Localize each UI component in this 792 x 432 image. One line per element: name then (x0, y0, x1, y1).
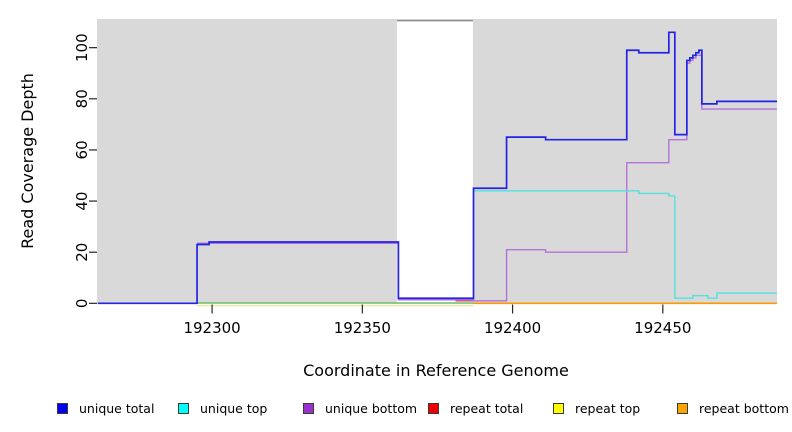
legend-label: unique total (79, 400, 155, 416)
x-tick-label: 192300 (183, 319, 240, 337)
legend-swatch-icon (178, 402, 189, 414)
legend-swatch-icon (677, 402, 688, 414)
y-axis-title: Read Coverage Depth (18, 73, 37, 249)
legend-item-unique-top: unique top (178, 398, 267, 418)
legend-item-unique-total: unique total (57, 398, 154, 418)
legend-label: unique top (200, 400, 268, 416)
x-tick-label: 192450 (634, 319, 691, 337)
legend-swatch-icon (303, 402, 314, 414)
x-tick-label: 192350 (334, 319, 391, 337)
x-tick-label: 192400 (484, 319, 541, 337)
legend-item-repeat-bottom: repeat bottom (677, 398, 789, 418)
plot-background-group (97, 19, 777, 304)
legend-label: repeat bottom (699, 400, 789, 416)
y-tick-label: 20 (73, 243, 91, 262)
legend-item-repeat-total: repeat total (428, 398, 523, 418)
legend-swatch-icon (553, 402, 564, 414)
legend-item-repeat-top: repeat top (553, 398, 640, 418)
series-group (97, 31, 777, 307)
series-unique-bottom (197, 54, 777, 302)
series-unique-total (97, 31, 777, 305)
series-unique-top (473, 190, 777, 299)
axes-group: 192300 192350 192400 192450 0 20 40 60 80 100 (73, 33, 691, 337)
gap-band (396, 19, 473, 304)
legend-item-unique-bottom: unique bottom (303, 398, 417, 418)
y-tick-label: 60 (73, 140, 91, 159)
legend-label: unique bottom (325, 400, 418, 416)
y-tick-label: 80 (73, 89, 91, 108)
y-tick-label: 40 (73, 192, 91, 211)
legend-swatch-icon (428, 402, 439, 414)
legend-label: repeat total (450, 400, 524, 416)
y-tick-label: 0 (73, 299, 91, 309)
x-axis-title: Coordinate in Reference Genome (303, 361, 569, 380)
legend-label: repeat top (575, 400, 641, 416)
y-tick-label: 100 (73, 33, 91, 62)
legend: unique total unique top unique bottom repea… (0, 398, 792, 422)
legend-swatch-icon (57, 402, 68, 414)
